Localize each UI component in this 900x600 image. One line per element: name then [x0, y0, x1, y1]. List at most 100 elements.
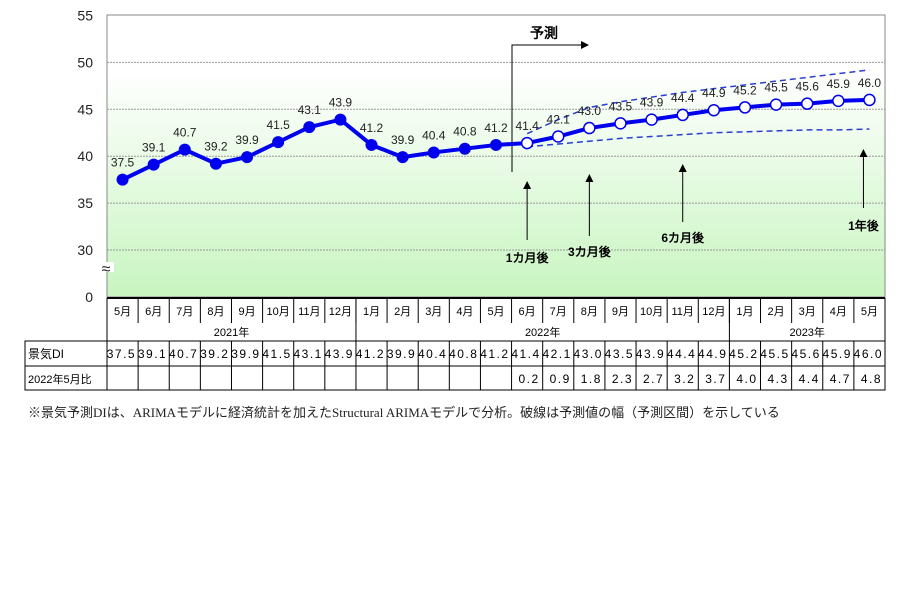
data-point [396, 151, 409, 164]
data-label: 46.0 [858, 76, 882, 90]
month-label: 11月 [672, 306, 694, 318]
month-label: 10月 [640, 306, 663, 318]
y-tick-label: 55 [77, 8, 93, 24]
ratio-cell: 0.2 [518, 372, 539, 386]
di-cell: 45.6 [791, 347, 820, 361]
di-cell: 42.1 [542, 347, 571, 361]
data-label: 43.1 [298, 103, 322, 117]
data-label: 42.1 [547, 113, 571, 127]
month-label: 4月 [456, 306, 473, 318]
di-cell: 40.7 [169, 347, 198, 361]
ratio-cell: 4.4 [799, 372, 820, 386]
data-label: 43.9 [329, 96, 353, 110]
data-point [863, 93, 876, 107]
month-label: 6月 [145, 306, 162, 318]
data-point [116, 173, 129, 186]
data-point [334, 113, 347, 126]
di-cell: 40.8 [449, 347, 478, 361]
data-label: 41.2 [484, 121, 508, 135]
data-label: 37.5 [111, 156, 135, 170]
forecast-label: 予測 [530, 25, 558, 41]
y-tick-label: 50 [77, 54, 93, 70]
year-label: 2022年 [525, 325, 560, 339]
month-label: 12月 [329, 306, 352, 318]
month-label: 12月 [702, 306, 725, 318]
axis-break-mask [98, 262, 114, 272]
di-cell: 44.9 [698, 347, 727, 361]
month-label: 7月 [176, 306, 193, 318]
di-cell: 43.0 [574, 347, 603, 361]
data-point [365, 138, 378, 151]
data-point [676, 108, 689, 122]
month-label: 5月 [861, 306, 878, 318]
data-point [551, 130, 565, 143]
annotation-label: 1カ月後 [506, 250, 550, 265]
di-cell: 46.0 [854, 347, 883, 361]
data-label: 45.9 [827, 77, 851, 91]
month-label: 3月 [799, 306, 816, 318]
data-point [241, 151, 254, 164]
ratio-cell: 2.7 [643, 372, 664, 386]
data-label: 43.9 [640, 96, 664, 110]
di-cell: 45.2 [729, 347, 758, 361]
row-label: 景気DI [28, 346, 64, 361]
month-label: 10月 [267, 306, 290, 318]
month-label: 1月 [363, 306, 380, 318]
data-point [707, 103, 721, 117]
data-label: 41.4 [515, 119, 539, 133]
month-label: 2月 [768, 306, 785, 318]
annotation-label: 6カ月後 [661, 230, 705, 245]
month-label: 7月 [550, 306, 567, 318]
month-label: 8月 [207, 306, 224, 318]
ratio-cell: 3.7 [705, 372, 726, 386]
upper-interval-line [526, 69, 870, 135]
y-tick-label: 30 [77, 242, 93, 258]
y-tick-label: 0 [85, 289, 93, 305]
annotation-label: 1年後 [848, 218, 880, 233]
data-point [490, 138, 502, 151]
di-cell: 43.1 [293, 347, 322, 361]
year-label: 2021年 [214, 325, 249, 339]
di-cell: 44.4 [667, 347, 696, 361]
month-label: 6月 [519, 306, 536, 318]
di-cell: 40.4 [418, 347, 447, 361]
di-cell: 41.5 [262, 347, 291, 361]
month-label: 1月 [736, 306, 753, 318]
row-label: 2022年5月比 [28, 372, 92, 386]
di-cell: 43.9 [636, 347, 665, 361]
di-cell: 43.9 [325, 347, 354, 361]
month-label: 4月 [830, 306, 847, 318]
data-point [769, 98, 783, 111]
month-label: 8月 [581, 306, 598, 318]
data-label: 39.2 [204, 140, 228, 154]
di-cell: 45.5 [760, 347, 789, 361]
di-cell: 39.2 [200, 347, 229, 361]
di-cell: 45.9 [823, 347, 852, 361]
ratio-cell: 0.9 [550, 372, 571, 386]
annotation-label: 3カ月後 [568, 244, 612, 259]
forecast-arrow [511, 41, 589, 172]
di-cell: 41.4 [511, 347, 540, 361]
data-point [272, 136, 285, 149]
data-point [209, 157, 222, 170]
data-point [645, 113, 658, 126]
data-label: 39.9 [235, 133, 259, 147]
di-cell: 41.2 [356, 347, 385, 361]
data-label: 40.8 [453, 125, 477, 139]
month-label: 11月 [298, 306, 320, 318]
data-point [520, 136, 534, 150]
data-label: 44.4 [671, 91, 695, 105]
ratio-cell: 4.8 [861, 372, 882, 386]
data-label: 39.9 [391, 133, 415, 147]
data-label: 45.2 [733, 83, 757, 97]
data-point [583, 121, 596, 135]
data-point [427, 146, 440, 159]
data-point [832, 94, 845, 108]
data-label: 39.1 [142, 141, 166, 155]
lower-interval-line [527, 128, 870, 148]
y-tick-label: 40 [77, 148, 93, 164]
data-point [147, 158, 160, 171]
di-cell: 37.5 [107, 347, 136, 361]
y-tick-label: 35 [77, 195, 93, 211]
